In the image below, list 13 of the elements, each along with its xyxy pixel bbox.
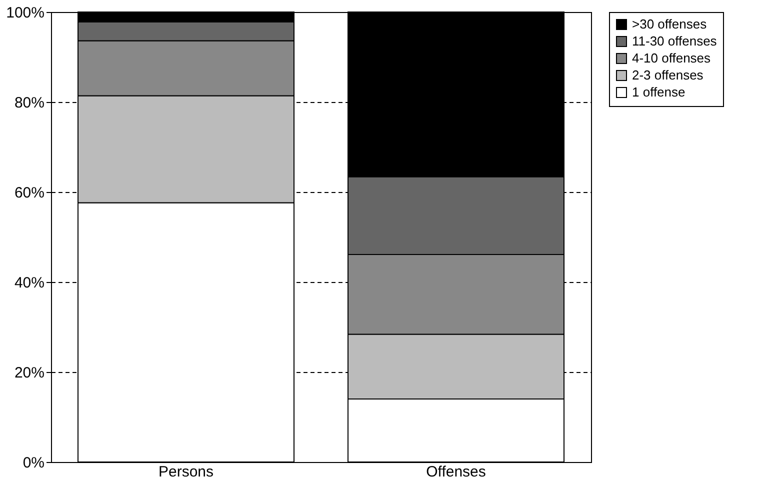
- legend-label: 2-3 offenses: [632, 68, 704, 82]
- legend-label: 4-10 offenses: [632, 50, 712, 66]
- y-tick-label: 100%: [6, 4, 44, 22]
- y-tick-label: 80%: [14, 94, 44, 112]
- x-tick-label: Persons: [158, 464, 214, 480]
- legend-label: 1 offense: [632, 84, 686, 100]
- legend-label: 11-30 offenses: [632, 34, 718, 48]
- y-tick-label: 60%: [14, 184, 44, 202]
- x-tick-label: Offenses: [426, 464, 486, 480]
- y-tick-label: 0%: [22, 454, 44, 472]
- y-tick-label: 40%: [14, 274, 44, 292]
- y-tick-label: 20%: [14, 364, 44, 382]
- legend-label: >30 offenses: [632, 16, 708, 32]
